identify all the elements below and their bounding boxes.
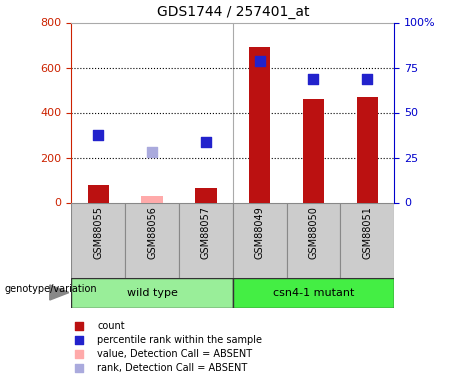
Bar bbox=[233, 278, 394, 308]
Bar bbox=[125, 202, 179, 278]
Bar bbox=[303, 99, 324, 202]
Point bbox=[75, 337, 83, 343]
Text: GSM88049: GSM88049 bbox=[254, 206, 265, 259]
Bar bbox=[233, 202, 287, 278]
Point bbox=[75, 365, 83, 371]
Text: GSM88051: GSM88051 bbox=[362, 206, 372, 259]
Text: GSM88055: GSM88055 bbox=[93, 206, 103, 259]
Bar bbox=[287, 202, 340, 278]
Bar bbox=[142, 196, 163, 202]
Point bbox=[202, 139, 210, 145]
Text: rank, Detection Call = ABSENT: rank, Detection Call = ABSENT bbox=[97, 363, 248, 373]
Point bbox=[95, 132, 102, 138]
Text: csn4-1 mutant: csn4-1 mutant bbox=[273, 288, 354, 297]
Bar bbox=[356, 97, 378, 202]
Text: percentile rank within the sample: percentile rank within the sample bbox=[97, 335, 262, 345]
Point bbox=[310, 76, 317, 82]
Point bbox=[364, 76, 371, 82]
Point bbox=[148, 149, 156, 155]
Bar bbox=[71, 278, 233, 308]
Bar bbox=[249, 47, 271, 202]
Text: count: count bbox=[97, 321, 125, 331]
Text: GSM88050: GSM88050 bbox=[308, 206, 319, 259]
Bar bbox=[340, 202, 394, 278]
Bar bbox=[179, 202, 233, 278]
Point bbox=[75, 351, 83, 357]
Bar bbox=[71, 202, 125, 278]
Title: GDS1744 / 257401_at: GDS1744 / 257401_at bbox=[157, 5, 309, 19]
Text: genotype/variation: genotype/variation bbox=[5, 284, 97, 294]
Polygon shape bbox=[50, 285, 69, 300]
Text: GSM88057: GSM88057 bbox=[201, 206, 211, 259]
Text: GSM88056: GSM88056 bbox=[147, 206, 157, 259]
Point bbox=[75, 323, 83, 329]
Point bbox=[256, 58, 263, 64]
Text: wild type: wild type bbox=[127, 288, 177, 297]
Bar bbox=[88, 184, 109, 202]
Text: value, Detection Call = ABSENT: value, Detection Call = ABSENT bbox=[97, 349, 252, 359]
Bar bbox=[195, 188, 217, 202]
